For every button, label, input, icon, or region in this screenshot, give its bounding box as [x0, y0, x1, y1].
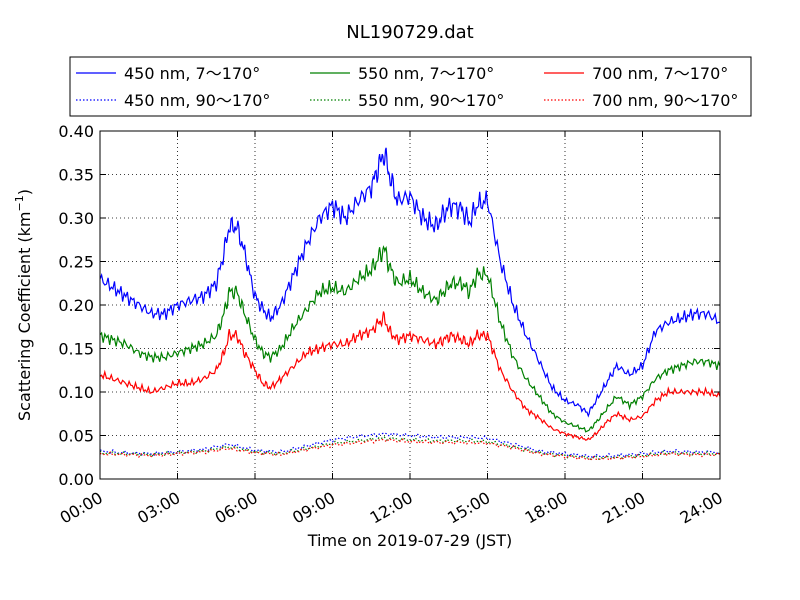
series-line-3: [99, 436, 721, 461]
series-line-4: [99, 311, 721, 441]
x-tick-label: 21:00: [599, 488, 648, 528]
series-line-2: [99, 245, 721, 433]
y-tick-label: 0.05: [58, 427, 94, 446]
y-axis-label-sup: −1: [13, 195, 26, 211]
y-tick-label: 0.10: [58, 383, 94, 402]
x-tick-label: 09:00: [289, 488, 338, 528]
y-axis-label-end: ): [15, 189, 34, 195]
y-tick-label: 0.35: [58, 166, 94, 185]
x-tick-label: 15:00: [444, 488, 493, 528]
x-tick-label: 18:00: [522, 488, 571, 528]
x-tick-label: 03:00: [134, 488, 183, 528]
legend-frame: [69, 56, 752, 117]
legend-label: 450 nm, 7～170°: [124, 64, 260, 83]
series-line-0: [99, 147, 721, 418]
x-tick-label: 12:00: [367, 488, 416, 528]
y-axis-label: Scattering Coefficient (km−1): [13, 189, 34, 421]
y-axis: 0.00 0.05 0.10 0.15 0.20 0.25 0.30 0.35 0.40: [58, 122, 720, 489]
y-axis-label-main: Scattering Coefficient (km: [15, 211, 34, 421]
x-tick-label: 06:00: [212, 488, 261, 528]
series-layer: [99, 147, 721, 461]
legend-label: 700 nm, 90～170°: [592, 91, 738, 110]
y-tick-label: 0.40: [58, 122, 94, 141]
legend-label: 700 nm, 7～170°: [592, 64, 728, 83]
series-line-5: [99, 437, 721, 461]
series-line-1: [99, 432, 721, 459]
y-tick-label: 0.30: [58, 209, 94, 228]
chart-title: NL190729.dat: [346, 22, 473, 43]
legend: 450 nm, 7～170° 450 nm, 90～170° 550 nm, 7～1…: [69, 56, 752, 117]
y-tick-label: 0.15: [58, 340, 94, 359]
legend-label: 550 nm, 7～170°: [358, 64, 494, 83]
grid-lines: [100, 131, 720, 479]
legend-label: 550 nm, 90～170°: [358, 91, 504, 110]
y-tick-label: 0.00: [58, 470, 94, 489]
y-tick-label: 0.20: [58, 296, 94, 315]
legend-label: 450 nm, 90～170°: [124, 91, 270, 110]
x-axis-label: Time on 2019-07-29 (JST): [307, 531, 512, 550]
y-tick-label: 0.25: [58, 253, 94, 272]
x-tick-label: 00:00: [57, 488, 106, 528]
x-tick-label: 24:00: [677, 488, 726, 528]
